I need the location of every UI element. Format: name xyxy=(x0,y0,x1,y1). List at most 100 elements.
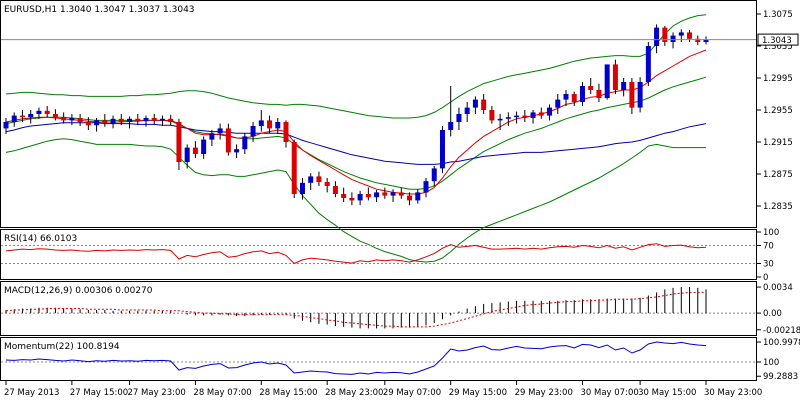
rsi-axis-tick: 0 xyxy=(763,273,768,283)
time-axis-tick: 28 May 15:00 xyxy=(259,388,317,398)
rsi-axis-tick: 30 xyxy=(763,260,774,270)
price-plot xyxy=(3,14,709,263)
candle xyxy=(662,26,668,46)
candle xyxy=(267,115,273,134)
candle xyxy=(28,110,34,124)
candle xyxy=(415,189,421,204)
candle xyxy=(209,130,215,146)
band-upper-line xyxy=(5,14,707,119)
price-axis-tick: 1.2875 xyxy=(763,170,793,180)
candle xyxy=(234,144,240,158)
candle xyxy=(654,24,660,54)
time-axis-tick: 28 May 07:00 xyxy=(193,388,251,398)
current-price-label: 1.3043 xyxy=(762,36,792,46)
candle xyxy=(645,42,651,86)
candle xyxy=(201,136,207,159)
main-title: EURUSD,H1 1.3040 1.3047 1.3037 1.3043 xyxy=(4,5,195,15)
candle xyxy=(176,118,182,170)
candle xyxy=(596,83,602,102)
momentum-line xyxy=(5,341,707,375)
momentum-title: Momentum(22) 100.8194 xyxy=(4,342,120,352)
candle xyxy=(341,187,347,202)
candle xyxy=(250,122,256,142)
ma-slow-line xyxy=(5,122,707,165)
candle xyxy=(571,91,577,106)
candle xyxy=(324,178,330,193)
rsi-pane[interactable] xyxy=(0,229,757,280)
price-axis-tick: 1.3075 xyxy=(763,10,793,20)
momentum-pane[interactable] xyxy=(0,337,757,381)
candle xyxy=(382,187,388,199)
candle xyxy=(143,115,149,127)
candle xyxy=(19,110,25,122)
macd-title: MACD(12,26,9) 0.00306 0.00270 xyxy=(4,286,153,296)
time-axis-tick: 29 May 23:00 xyxy=(515,388,573,398)
macd-pane[interactable] xyxy=(0,281,757,336)
time-axis-tick: 29 May 15:00 xyxy=(449,388,507,398)
price-axis-tick: 1.2835 xyxy=(763,202,793,212)
candle xyxy=(357,190,363,206)
rsi-axis-tick: 100 xyxy=(763,228,779,238)
candle xyxy=(629,78,635,114)
axis-labels: 1.3075 1.3035 1.2995 1.2955 1.2915 1.2875 1.28… xyxy=(4,10,800,398)
macd-plot xyxy=(1,287,756,329)
candle xyxy=(291,139,297,198)
time-axis-tick: 27 May 15:00 xyxy=(70,388,128,398)
candle xyxy=(151,114,157,125)
candle xyxy=(94,118,100,132)
rsi-line xyxy=(5,243,707,265)
macd-axis-tick: 0.00 xyxy=(763,309,782,319)
macd-signal-line xyxy=(5,291,706,328)
time-axis-tick: 30 May 23:00 xyxy=(704,388,762,398)
candle xyxy=(44,106,50,118)
candle xyxy=(102,114,108,127)
candle xyxy=(439,126,445,174)
candle xyxy=(316,171,322,186)
candle xyxy=(110,115,116,129)
candle xyxy=(390,189,396,202)
candle xyxy=(604,64,610,100)
candle xyxy=(135,114,141,126)
candle xyxy=(77,114,83,126)
candle xyxy=(3,118,9,134)
candle xyxy=(547,104,553,121)
candle xyxy=(61,112,67,124)
candle xyxy=(481,94,487,114)
price-axis-tick: 1.2995 xyxy=(763,74,793,84)
band-lower-line xyxy=(5,138,706,263)
candle xyxy=(464,102,470,122)
rsi-plot xyxy=(1,243,756,265)
candle xyxy=(299,178,305,200)
candle xyxy=(472,96,478,114)
candle xyxy=(448,86,454,137)
momentum-axis-tick: 99.2883 xyxy=(763,372,798,382)
candle xyxy=(349,192,355,206)
candle xyxy=(407,192,413,206)
candle xyxy=(258,110,264,132)
current-price-marker: 1.3043 xyxy=(1,33,799,46)
candle xyxy=(225,123,231,156)
candle xyxy=(588,78,594,94)
candle xyxy=(522,110,528,122)
candle xyxy=(621,78,627,97)
momentum-axis-tick: 100.9978 xyxy=(763,338,800,348)
candle xyxy=(118,114,124,126)
momentum-plot xyxy=(1,341,756,375)
candle xyxy=(69,114,75,126)
candle xyxy=(456,107,462,130)
candle xyxy=(538,107,544,119)
candle xyxy=(184,144,190,169)
candle xyxy=(431,166,437,186)
candle xyxy=(365,187,371,201)
candle xyxy=(308,173,314,190)
candle xyxy=(11,112,17,127)
candle xyxy=(192,141,198,158)
candle xyxy=(612,59,618,94)
candle xyxy=(283,120,289,148)
candle xyxy=(637,77,643,113)
rsi-title: RSI(14) 66.0103 xyxy=(4,234,77,244)
candle xyxy=(670,32,676,49)
candle xyxy=(217,123,223,140)
candle xyxy=(275,118,281,134)
